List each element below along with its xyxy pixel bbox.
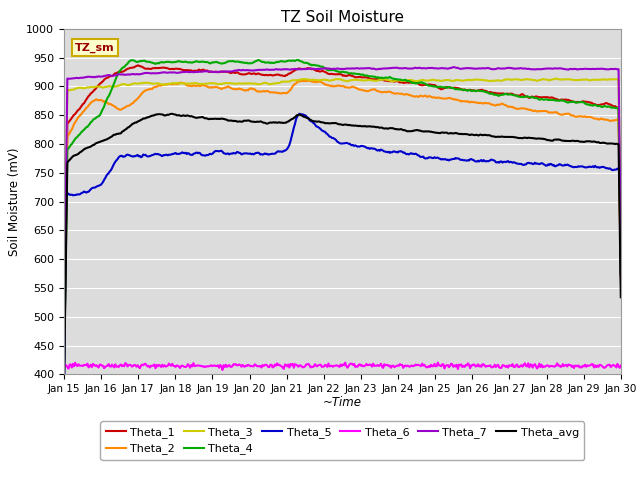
Theta_3 <box>392 78 399 84</box>
Theta_3 <box>605 77 612 83</box>
Theta_2 <box>393 91 401 96</box>
Theta_4 <box>329 67 337 73</box>
Title: TZ Soil Moisture: TZ Soil Moisture <box>281 10 404 25</box>
Theta_avg <box>605 141 612 146</box>
Theta_5 <box>605 166 612 171</box>
Theta_6 <box>329 364 337 370</box>
Line: Theta_5: Theta_5 <box>64 114 621 400</box>
Theta_6 <box>326 363 333 369</box>
Line: Theta_avg: Theta_avg <box>64 114 621 384</box>
Theta_1 <box>605 101 612 107</box>
Y-axis label: Soil Moisture (mV): Soil Moisture (mV) <box>8 147 20 256</box>
Theta_2 <box>60 370 68 375</box>
Theta_4 <box>294 57 302 63</box>
Theta_1 <box>518 91 525 97</box>
Theta_2 <box>362 88 370 94</box>
Theta_avg <box>393 126 401 132</box>
Theta_7 <box>324 66 332 72</box>
Theta_5 <box>296 111 303 117</box>
Theta_1 <box>393 78 401 84</box>
Theta_6 <box>606 362 614 368</box>
Theta_2 <box>518 105 525 111</box>
Theta_6 <box>219 367 227 373</box>
Theta_3 <box>516 77 524 83</box>
Line: Theta_3: Theta_3 <box>64 79 621 347</box>
Line: Theta_2: Theta_2 <box>64 81 621 372</box>
Theta_3 <box>60 344 68 350</box>
Theta_6 <box>362 361 370 367</box>
Line: Theta_4: Theta_4 <box>64 60 621 378</box>
Line: Theta_6: Theta_6 <box>64 362 621 370</box>
Theta_3 <box>552 76 560 82</box>
Theta_7 <box>362 65 369 71</box>
Theta_5 <box>329 135 337 141</box>
Theta_4 <box>617 271 625 277</box>
Theta_7 <box>605 66 612 72</box>
Theta_avg <box>518 135 525 141</box>
Theta_3 <box>324 77 332 83</box>
Theta_6 <box>393 363 401 369</box>
Theta_7 <box>392 65 399 71</box>
Text: TZ_sm: TZ_sm <box>75 43 115 53</box>
Theta_5 <box>518 161 525 167</box>
Theta_7 <box>617 245 625 251</box>
Theta_6 <box>519 364 527 370</box>
Theta_2 <box>617 278 625 284</box>
Theta_3 <box>362 77 369 83</box>
Theta_1 <box>60 362 68 368</box>
Theta_2 <box>329 84 337 89</box>
Theta_7 <box>60 339 68 345</box>
Theta_5 <box>60 397 68 403</box>
Theta_2 <box>306 78 314 84</box>
Theta_avg <box>167 111 175 117</box>
Theta_2 <box>605 117 612 123</box>
Theta_6 <box>60 363 68 369</box>
Theta_avg <box>326 120 333 126</box>
Theta_6 <box>617 363 625 369</box>
Theta_avg <box>362 124 370 130</box>
Theta_4 <box>60 375 68 381</box>
Theta_2 <box>326 83 333 88</box>
Theta_avg <box>60 381 68 387</box>
Theta_7 <box>449 64 457 70</box>
Theta_4 <box>362 72 370 78</box>
Theta_3 <box>328 77 335 83</box>
Theta_6 <box>434 360 442 365</box>
Theta_5 <box>393 149 401 155</box>
X-axis label: ~Time: ~Time <box>323 396 362 408</box>
Theta_1 <box>329 72 337 77</box>
Legend: Theta_1, Theta_2, Theta_3, Theta_4, Theta_5, Theta_6, Theta_7, Theta_avg: Theta_1, Theta_2, Theta_3, Theta_4, Thet… <box>100 421 584 460</box>
Theta_1 <box>134 62 141 68</box>
Theta_1 <box>326 71 333 77</box>
Theta_1 <box>617 270 625 276</box>
Theta_7 <box>328 66 335 72</box>
Theta_avg <box>617 294 625 300</box>
Theta_5 <box>362 144 370 150</box>
Theta_5 <box>617 274 625 280</box>
Theta_4 <box>605 104 612 109</box>
Theta_7 <box>518 65 525 71</box>
Theta_5 <box>326 134 333 140</box>
Line: Theta_7: Theta_7 <box>64 67 621 342</box>
Theta_1 <box>362 74 370 80</box>
Theta_4 <box>326 67 333 73</box>
Theta_4 <box>393 76 401 82</box>
Line: Theta_1: Theta_1 <box>64 65 621 365</box>
Theta_4 <box>518 94 525 100</box>
Theta_3 <box>617 252 625 258</box>
Theta_avg <box>329 120 337 126</box>
